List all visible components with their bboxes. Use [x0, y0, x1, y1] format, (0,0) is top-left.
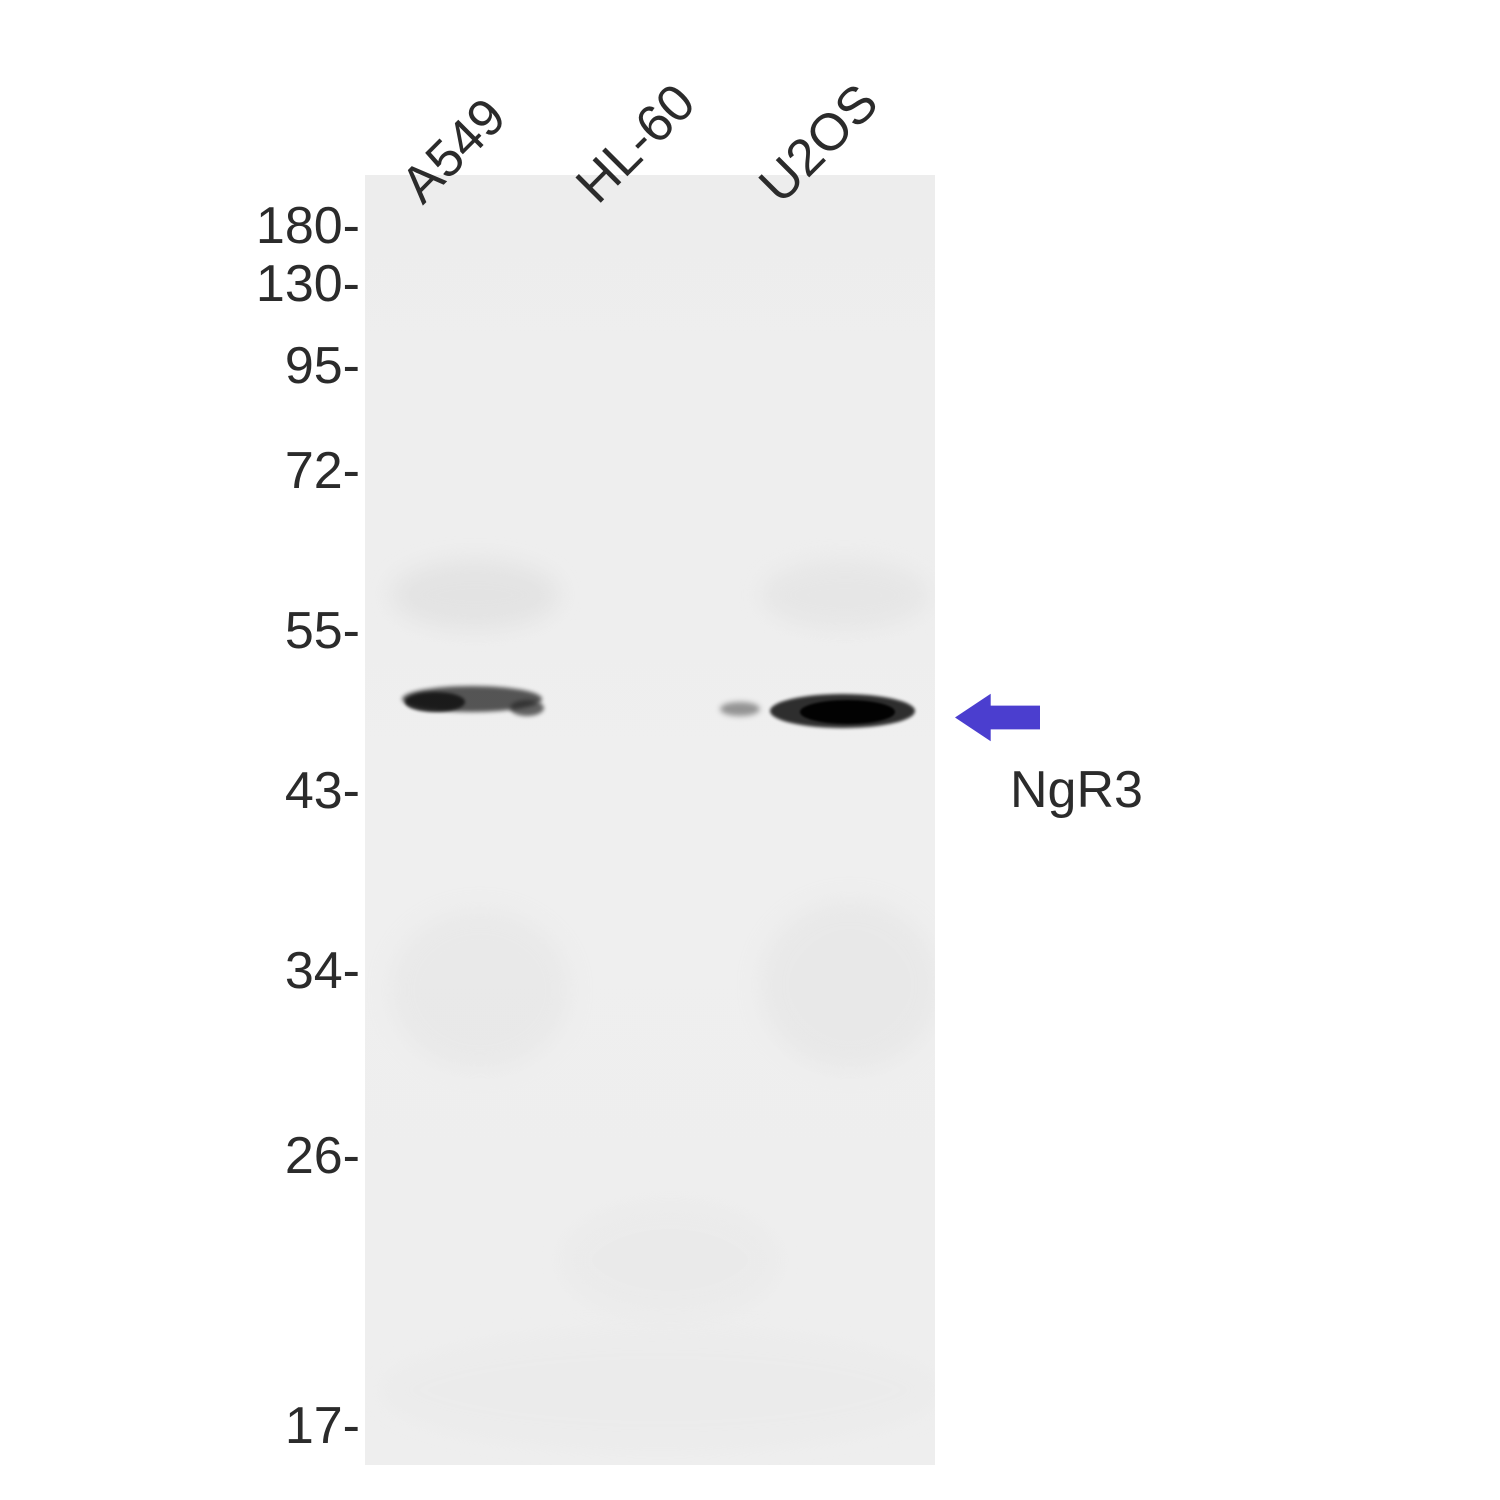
marker-label: 17- [285, 1396, 360, 1456]
marker-label: 55- [285, 601, 360, 661]
band-indicator-arrow-icon [955, 690, 1040, 745]
marker-label: 43- [285, 761, 360, 821]
western-blot-figure: A549HL-60U2OS 180-130-95-72-55-43-34-26-… [0, 0, 1500, 1500]
target-protein-label: NgR3 [1010, 760, 1143, 820]
marker-label: 95- [285, 336, 360, 396]
marker-label: 26- [285, 1126, 360, 1186]
marker-label: 72- [285, 441, 360, 501]
marker-label: 180- [256, 196, 360, 256]
blot-membrane [365, 175, 935, 1465]
marker-label: 130- [256, 254, 360, 314]
marker-label: 34- [285, 941, 360, 1001]
